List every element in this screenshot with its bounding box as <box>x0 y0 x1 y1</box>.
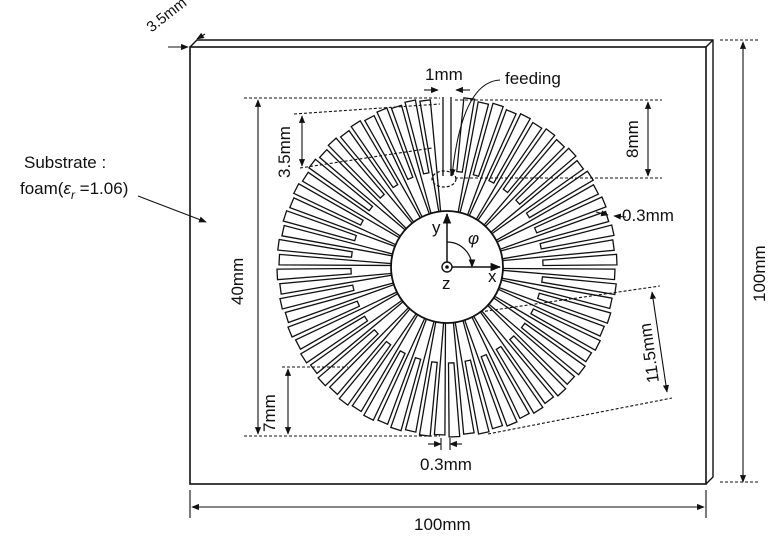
phi-label: φ <box>468 229 479 248</box>
short-finger <box>542 253 618 267</box>
arm-length-top-label: 8mm <box>623 120 642 158</box>
slot-width-bottom-label: 0.3mm <box>420 455 472 474</box>
short-finger <box>292 182 364 226</box>
short-finger <box>464 359 490 435</box>
board-height-label: 100mm <box>750 245 769 302</box>
short-finger <box>539 224 615 250</box>
short-finger <box>282 209 358 242</box>
coordinate-axes: y φ z x <box>432 212 502 293</box>
short-finger <box>495 345 544 415</box>
short-finger <box>456 97 476 173</box>
short-finger <box>541 276 617 296</box>
z-axis-label: z <box>442 274 451 293</box>
short-finger <box>533 196 607 234</box>
short-finger <box>508 334 567 397</box>
short-finger <box>530 308 602 352</box>
short-finger <box>502 127 556 194</box>
short-finger <box>299 315 369 364</box>
short-finger <box>472 102 505 178</box>
short-finger <box>418 361 438 437</box>
short-finger <box>520 322 587 376</box>
short-finger <box>447 362 461 438</box>
arm-width-label: 3.5mm <box>275 126 294 178</box>
slotted-disc-radiator <box>276 97 618 438</box>
board-width-label: 100mm <box>414 515 471 534</box>
feeding-label: feeding <box>505 69 561 88</box>
phi-arc <box>446 241 476 268</box>
x-axis-label: x <box>488 267 497 286</box>
short-finger <box>338 340 392 407</box>
short-finger <box>514 147 577 206</box>
short-finger <box>307 158 374 212</box>
short-finger <box>287 300 361 338</box>
feed-point <box>431 170 457 188</box>
dimension-lines <box>137 32 760 518</box>
short-finger <box>525 170 595 219</box>
short-finger <box>389 356 422 432</box>
thickness-label: 3.5mm <box>143 0 190 36</box>
short-finger <box>404 99 430 175</box>
short-finger <box>277 238 353 258</box>
short-finger <box>376 107 414 181</box>
y-axis-label: y <box>432 218 441 237</box>
arm-length-left-label: 7mm <box>260 394 279 432</box>
slot-width-right-label: 0.3mm <box>622 206 674 225</box>
substrate-material-label: foam(εr =1.06) <box>20 179 128 202</box>
short-finger <box>279 284 355 310</box>
short-finger <box>317 328 380 387</box>
short-finger <box>362 350 406 422</box>
gap-label: 1mm <box>425 65 463 84</box>
short-finger <box>327 137 386 200</box>
outer-diameter-label: 40mm <box>228 258 247 305</box>
short-finger <box>350 119 399 189</box>
short-finger <box>488 112 532 184</box>
short-finger <box>276 267 352 281</box>
substrate-label: Substrate : <box>24 153 106 172</box>
short-finger <box>480 353 518 427</box>
